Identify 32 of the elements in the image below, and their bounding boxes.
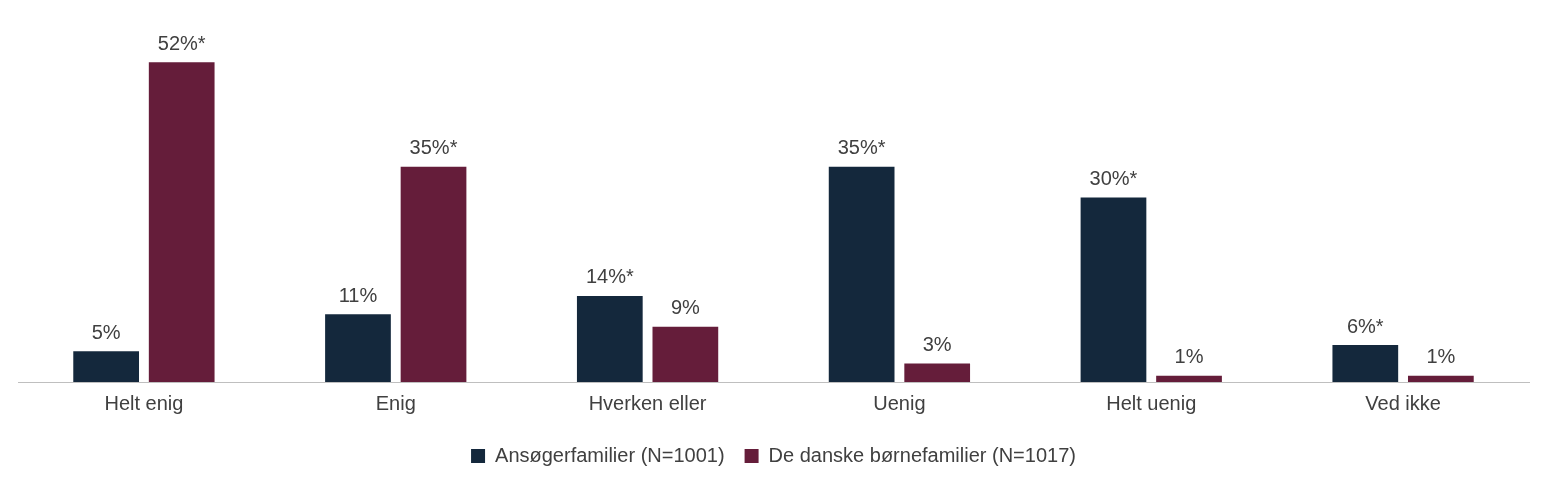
x-tick-label: Uenig: [873, 391, 926, 414]
data-label: 1%: [1174, 345, 1204, 368]
legend-label: Ansøgerfamilier (N=1001): [495, 443, 725, 466]
data-label: 11%: [338, 283, 378, 306]
bar: [1407, 375, 1474, 382]
bar: [325, 314, 391, 382]
x-tick-label: Hverken eller: [588, 391, 707, 414]
bar: [576, 295, 643, 382]
data-label: 52%*: [157, 31, 206, 54]
bar: [1332, 345, 1399, 382]
bar: [148, 62, 215, 382]
data-label: 35%*: [409, 136, 458, 159]
x-tick-label: Ved ikke: [1365, 391, 1441, 414]
bar: [400, 166, 467, 382]
bar: [904, 363, 971, 382]
x-tick-label: Helt enig: [104, 391, 184, 414]
bar: [828, 166, 895, 382]
data-label: 3%: [922, 333, 952, 356]
bar: [1156, 375, 1222, 382]
data-label: 14%*: [585, 265, 634, 288]
data-label: 5%: [91, 320, 121, 343]
data-label: 30%*: [1089, 167, 1138, 190]
data-label: 35%*: [837, 136, 886, 159]
data-label: 1%: [1426, 345, 1456, 368]
data-label: 6%*: [1346, 314, 1384, 337]
bar: [652, 326, 719, 382]
legend-label: De danske børnefamilier (N=1017): [768, 443, 1076, 466]
x-tick-label: Enig: [375, 391, 416, 414]
x-tick-label: Helt uenig: [1106, 391, 1197, 414]
data-label: 9%: [670, 296, 701, 319]
bar: [1080, 197, 1147, 382]
bar: [73, 351, 140, 382]
